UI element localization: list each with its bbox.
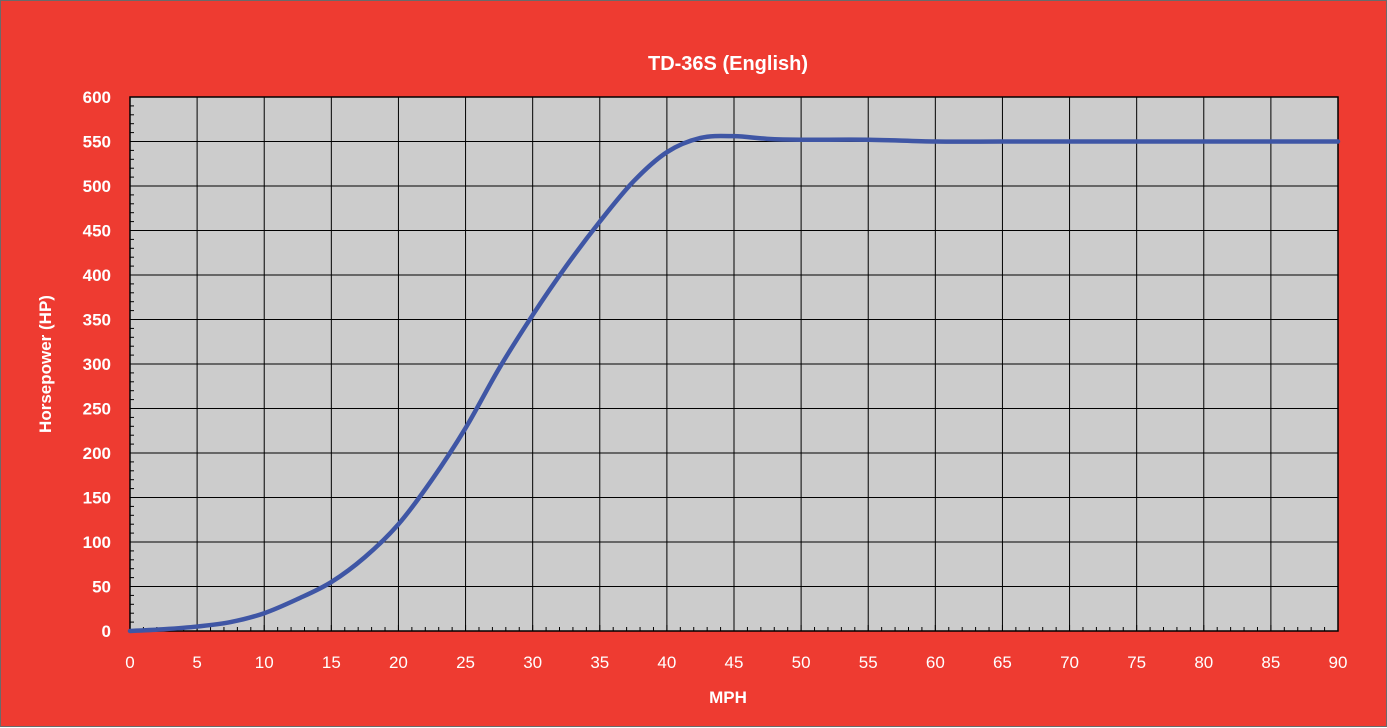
chart-title: TD-36S (English)	[648, 53, 808, 75]
y-tick-label: 0	[102, 622, 111, 641]
x-tick-label: 40	[657, 653, 676, 672]
y-tick-label: 550	[83, 133, 111, 152]
x-tick-label: 70	[1060, 653, 1079, 672]
y-tick-label: 500	[83, 177, 111, 196]
x-tick-label: 10	[255, 653, 274, 672]
x-tick-label: 90	[1329, 653, 1348, 672]
series-layer	[127, 133, 1341, 634]
y-tick-label: 400	[83, 266, 111, 285]
y-axis-title: Horsepower (HP)	[36, 295, 55, 433]
y-tick-labels: 0 50 100 150 200 250 300 350 400 450 500 550 600	[83, 88, 111, 641]
y-tick-label: 100	[83, 533, 111, 552]
x-tick-label: 35	[590, 653, 609, 672]
x-tick-label: 15	[322, 653, 341, 672]
grid-lines	[130, 97, 1338, 631]
x-tick-label: 65	[993, 653, 1012, 672]
y-tick-label: 600	[83, 88, 111, 107]
y-tick-label: 200	[83, 444, 111, 463]
y-tick-label: 150	[83, 489, 111, 508]
x-tick-label: 80	[1194, 653, 1213, 672]
x-tick-label: 30	[523, 653, 542, 672]
y-tick-label: 50	[92, 578, 111, 597]
y-tick-label: 350	[83, 311, 111, 330]
x-tick-label: 25	[456, 653, 475, 672]
y-tick-label: 250	[83, 400, 111, 419]
x-tick-label: 0	[125, 653, 134, 672]
plot-border	[129, 96, 1339, 632]
x-tick-label: 45	[725, 653, 744, 672]
x-axis-title: MPH	[709, 688, 747, 707]
x-tick-label: 50	[792, 653, 811, 672]
y-tick-label: 450	[83, 222, 111, 241]
x-tick-label: 20	[389, 653, 408, 672]
x-tick-label: 60	[926, 653, 945, 672]
y-tick-label: 300	[83, 355, 111, 374]
x-tick-label: 75	[1127, 653, 1146, 672]
x-tick-label: 85	[1261, 653, 1280, 672]
x-tick-label: 5	[192, 653, 201, 672]
series-line	[127, 133, 1341, 634]
x-tick-labels: 0 5 10 15 20 25 30 35 40 45 50 55 60 65 70 75 80 85 90	[125, 653, 1347, 672]
x-tick-label: 55	[859, 653, 878, 672]
